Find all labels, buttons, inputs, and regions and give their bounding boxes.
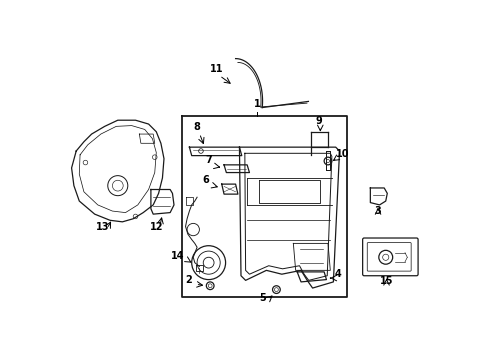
Circle shape bbox=[206, 282, 214, 289]
Circle shape bbox=[324, 157, 331, 165]
FancyBboxPatch shape bbox=[366, 243, 410, 271]
Text: 5: 5 bbox=[259, 293, 266, 303]
Text: 1: 1 bbox=[253, 99, 260, 109]
Text: 7: 7 bbox=[205, 154, 212, 165]
Text: 13: 13 bbox=[96, 222, 109, 232]
Circle shape bbox=[208, 284, 212, 288]
Text: 10: 10 bbox=[335, 149, 348, 159]
Circle shape bbox=[272, 286, 280, 293]
Text: 2: 2 bbox=[184, 275, 191, 285]
Circle shape bbox=[191, 246, 225, 280]
Circle shape bbox=[274, 288, 278, 292]
Text: 9: 9 bbox=[315, 116, 322, 126]
Circle shape bbox=[378, 250, 392, 264]
FancyBboxPatch shape bbox=[362, 238, 417, 276]
Text: 6: 6 bbox=[202, 175, 209, 185]
Text: 11: 11 bbox=[209, 64, 223, 74]
Circle shape bbox=[326, 159, 329, 163]
Circle shape bbox=[83, 160, 87, 165]
Text: 8: 8 bbox=[193, 122, 200, 132]
Circle shape bbox=[382, 254, 388, 260]
Circle shape bbox=[133, 214, 138, 219]
Circle shape bbox=[203, 257, 214, 268]
Text: 4: 4 bbox=[333, 269, 340, 279]
Circle shape bbox=[198, 149, 203, 153]
Circle shape bbox=[107, 176, 127, 195]
Circle shape bbox=[187, 223, 199, 236]
Circle shape bbox=[112, 180, 123, 191]
Text: 12: 12 bbox=[149, 222, 163, 232]
Circle shape bbox=[197, 251, 220, 274]
Text: 15: 15 bbox=[379, 276, 392, 286]
Text: 3: 3 bbox=[373, 206, 380, 216]
Text: 14: 14 bbox=[170, 251, 183, 261]
Circle shape bbox=[152, 155, 157, 159]
